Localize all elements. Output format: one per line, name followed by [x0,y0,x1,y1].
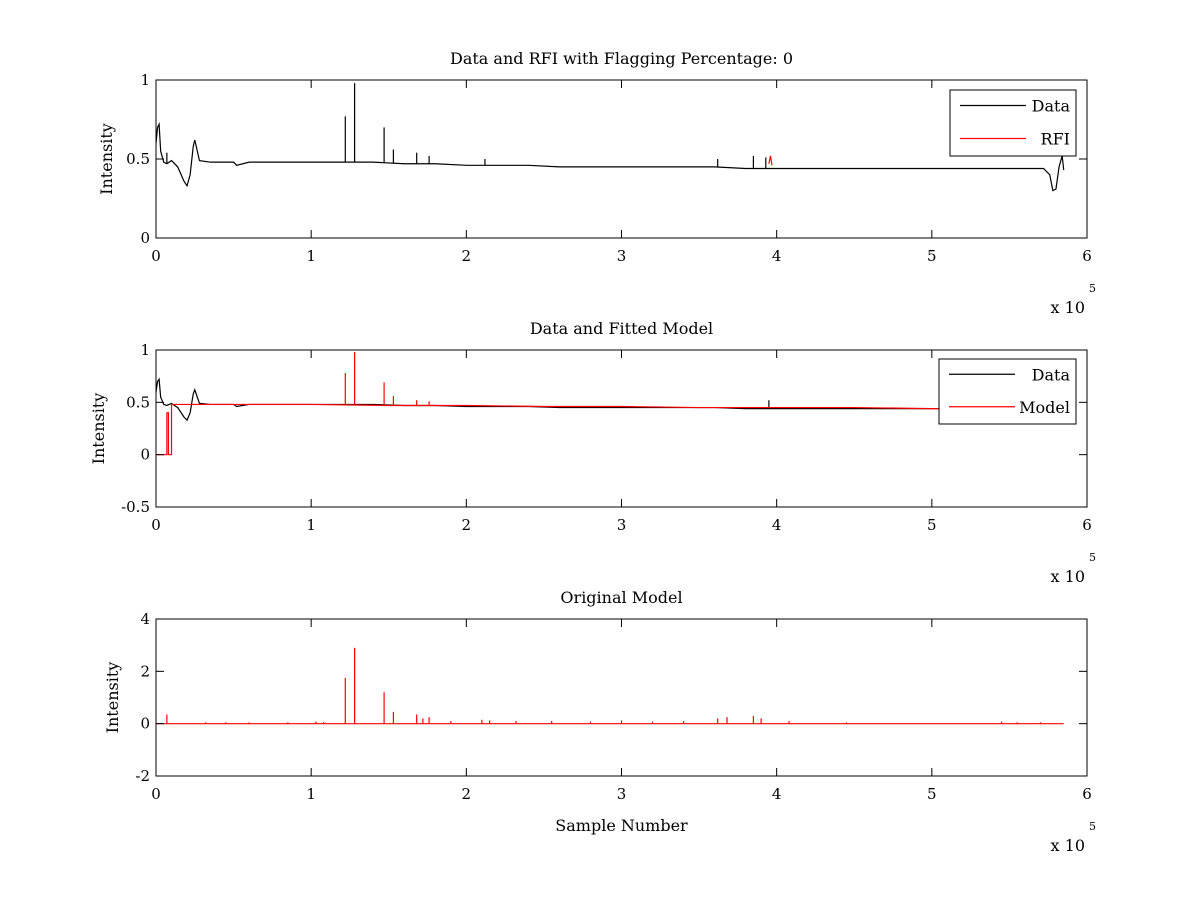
x-tick-label: 4 [772,247,782,265]
x-tick-label: 1 [306,785,316,803]
x-axis-label: Sample Number [555,816,688,835]
x-tick-label: 3 [617,785,627,803]
legend-box [938,358,1077,425]
x-tick-label: 6 [1082,247,1092,265]
x-tick-label: 1 [306,516,316,534]
x-tick-label: 5 [927,516,937,534]
legend-label-data: Data [1032,97,1071,116]
legend: Data RFI [949,89,1077,157]
plot-title: Data and Fitted Model [530,319,713,338]
x-tick-label: 6 [1082,785,1092,803]
legend-label-data: Data [1032,365,1071,384]
x-multiplier-exponent: 5 [1089,551,1096,564]
y-axis-label: Intensity [103,662,122,734]
x-tick-label: 2 [462,247,472,265]
series-data-line [156,121,1065,192]
x-tick-label: 0 [151,785,161,803]
x-multiplier-base: x 10 [1051,567,1085,586]
x-tick-label: 1 [306,247,316,265]
subplots: 0 1 2 3 4 5 6 0 0.5 1 Data and RFI with Flagging P… [89,49,1096,855]
y-tick-label: 0 [140,446,150,464]
y-tick-label: -0.5 [121,498,150,516]
y-axis-label: Intensity [97,123,116,195]
x-tick-label: 3 [617,516,627,534]
x-multiplier-exponent: 5 [1089,820,1096,833]
axes-box [155,349,1088,508]
y-tick-label: 0 [140,715,150,733]
x-tick-label: 0 [151,516,161,534]
plot-title: Data and RFI with Flagging Percentage: 0 [450,49,793,68]
series-model-line [156,403,940,456]
x-tick-label: 2 [462,516,472,534]
x-tick-label: 5 [927,247,937,265]
series-group [156,647,1064,725]
subplot-data-rfi: 0 1 2 3 4 5 6 0 0.5 1 Data and RFI with Flagging P… [97,49,1096,317]
x-tick-label: 2 [462,785,472,803]
legend-label-rfi: RFI [1041,130,1070,149]
y-tick-label: 0 [140,229,150,247]
y-axis-label: Intensity [89,393,108,465]
y-tick-label: -2 [135,767,150,785]
x-tick-label: 6 [1082,516,1092,534]
x-tick-label: 4 [772,516,782,534]
series-group [156,83,1065,192]
x-tick-label: 4 [772,785,782,803]
legend: Data Model [938,358,1077,425]
y-tick-label: 1 [140,71,150,89]
x-multiplier-base: x 10 [1051,836,1085,855]
axes-box [155,618,1088,777]
y-tick-label: 2 [140,662,150,680]
x-multiplier-exponent: 5 [1089,282,1096,295]
series-rfi-line [768,155,773,166]
y-tick-label: 0.5 [126,150,150,168]
x-tick-label: 0 [151,247,161,265]
legend-label-model: Model [1019,398,1070,417]
y-tick-label: 4 [140,610,150,628]
x-multiplier-base: x 10 [1051,298,1085,317]
plot-title: Original Model [560,588,682,607]
y-tick-label: 1 [140,341,150,359]
x-tick-label: 5 [927,785,937,803]
legend-box [949,89,1077,157]
y-tick-label: 0.5 [126,393,150,411]
x-tick-label: 3 [617,247,627,265]
axes-box [155,79,1088,239]
